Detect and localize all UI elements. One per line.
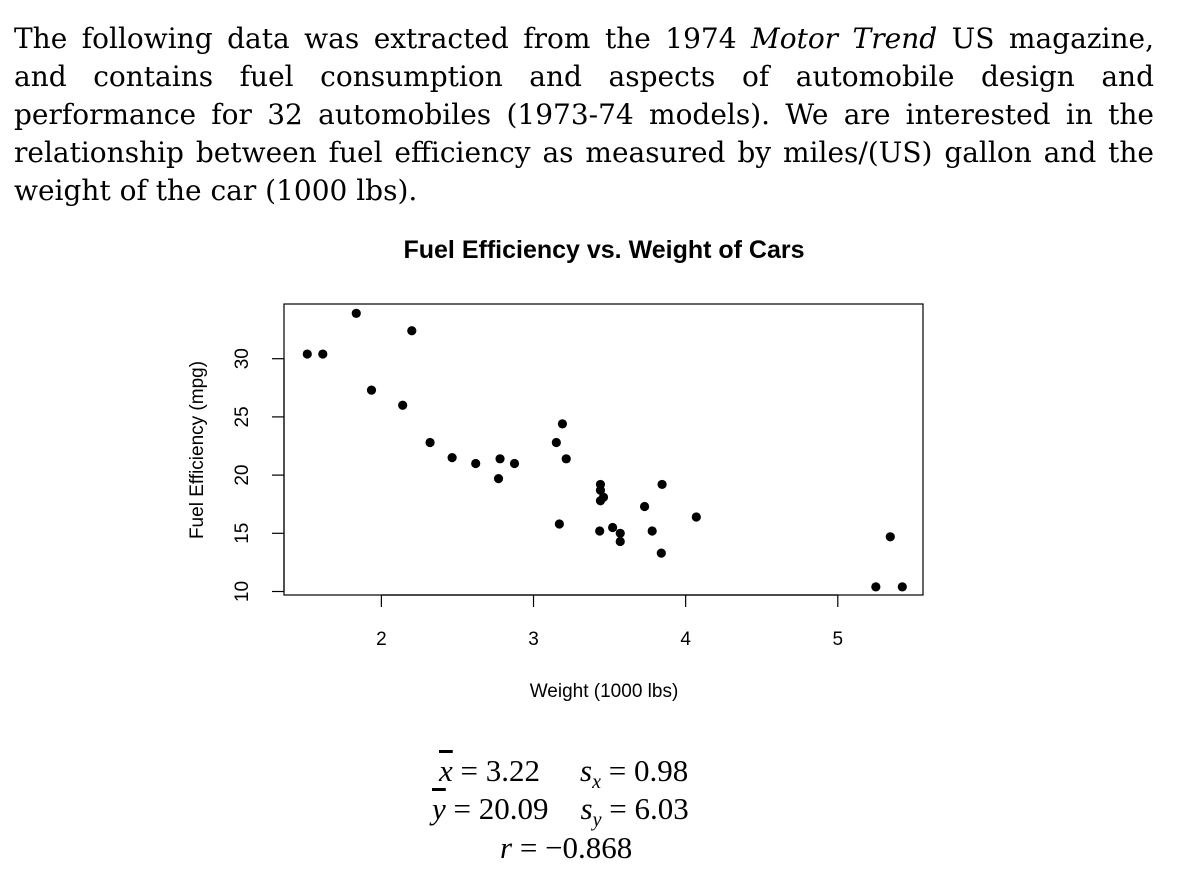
y-tick-label: 15 [232,523,253,544]
data-point [425,437,435,448]
x-tick-label: 2 [376,629,387,650]
r-symbol: r [500,830,513,865]
y-tick-label: 20 [232,465,253,486]
data-point [871,582,881,592]
data-point [615,528,625,538]
data-point [595,479,606,490]
sx-value: 0.98 [633,753,689,788]
y-tick-label: 10 [232,581,253,602]
data-point [447,453,457,463]
magazine-name: Motor Trend [751,22,938,55]
xbar-symbol: x [439,753,453,788]
data-point [608,522,618,533]
data-point [647,526,657,536]
data-point [657,479,667,490]
data-points [302,308,907,592]
correlation-row: r = −0.868 [500,830,633,865]
data-point [509,458,520,469]
data-point [318,349,328,359]
y-axis-label: Fuel Efficiency (mpg) [187,361,208,539]
data-point [691,512,701,522]
data-point [366,385,377,395]
y-stats-row: y = 20.09 sy = 6.03 [432,791,689,832]
y-tick-label: 30 [232,348,253,369]
sy-value: 6.03 [634,791,689,826]
data-point [557,419,568,429]
plot-frame [283,303,924,596]
data-point [639,501,650,512]
data-point [302,349,312,359]
data-point [885,532,895,542]
x-stats-row: x = 3.22 sx = 0.98 [439,753,689,794]
r-value: −0.868 [545,830,633,865]
data-point [615,536,625,547]
data-point [656,548,666,558]
data-point [595,496,606,506]
data-point [407,326,417,336]
intro-text-after: US magazine, and contains fuel consumpti… [14,22,1154,207]
data-point [551,437,561,448]
intro-paragraph: The following data was extracted from th… [14,20,1154,210]
data-point [471,458,481,469]
sy-symbol: sy [580,791,602,832]
ybar-value: 20.09 [478,791,549,826]
x-tick-label: 5 [833,629,844,650]
data-point [561,454,571,464]
intro-text-before: The following data was extracted from th… [14,22,752,55]
data-point [398,400,408,410]
data-point [495,454,505,464]
x-axis-label: Weight (1000 lbs) [530,681,679,702]
chart-title: Fuel Efficiency vs. Weight of Cars [403,236,804,264]
x-tick-label: 4 [680,629,691,650]
ybar-symbol: y [432,791,446,826]
sx-symbol: sx [580,753,601,794]
data-point [897,582,907,592]
data-point [493,474,504,484]
xbar-value: 3.22 [485,753,540,788]
data-point [595,526,605,536]
data-point [554,519,564,529]
data-point [351,308,361,318]
x-axis: 2 3 4 5 [376,594,844,650]
y-axis: 10 15 20 25 30 [232,348,285,602]
y-tick-label: 25 [232,406,253,427]
x-tick-label: 3 [528,629,539,650]
